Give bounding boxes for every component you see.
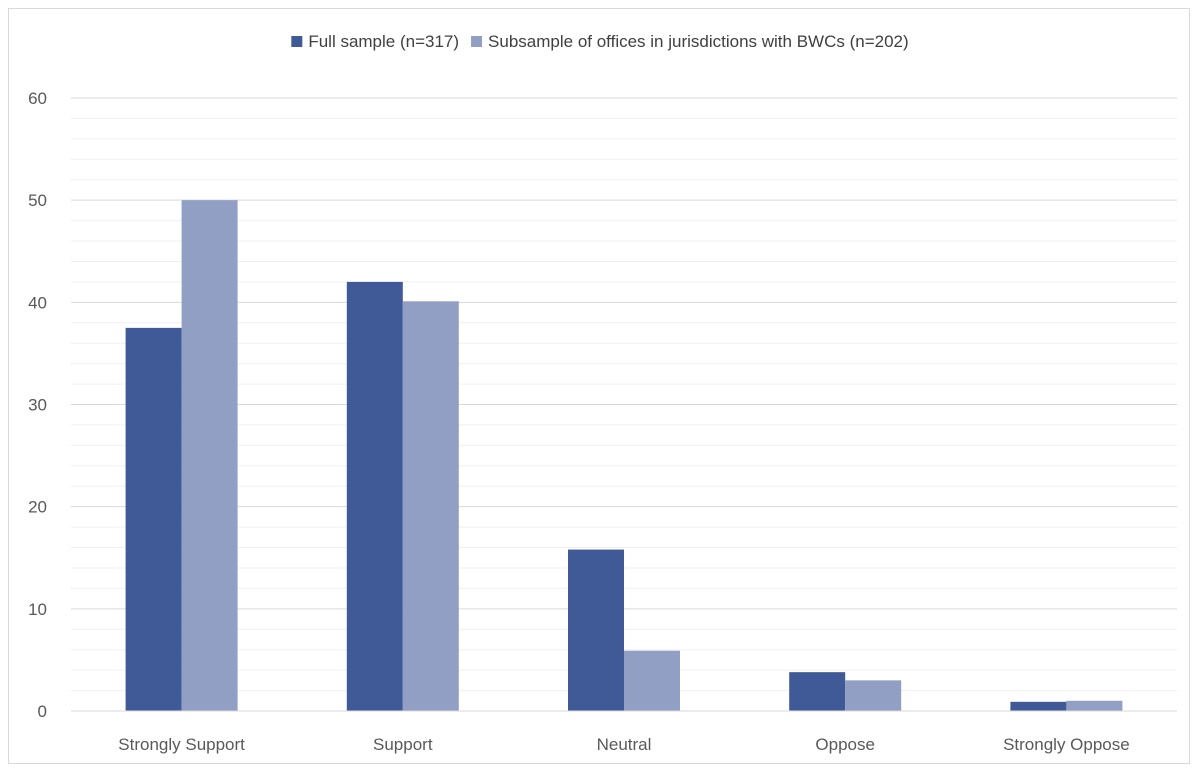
y-axis-tick-labels: 0 10 20 30 40 50 60 bbox=[28, 89, 47, 721]
legend-item-1: Full sample (n=317) bbox=[291, 32, 459, 51]
y-tick-label: 40 bbox=[28, 293, 47, 312]
bar-series-1-3 bbox=[789, 672, 846, 711]
y-tick-label: 50 bbox=[28, 191, 47, 210]
bar-series-2-3 bbox=[845, 680, 902, 711]
bar-series-2-4 bbox=[1066, 700, 1123, 711]
bar-series-1-0 bbox=[125, 327, 182, 711]
legend-item-2: Subsample of offices in jurisdictions wi… bbox=[471, 32, 909, 51]
x-tick-label: Neutral bbox=[597, 735, 652, 754]
chart-frame: 0 10 20 30 40 50 60 Strongly Support Support Neu… bbox=[8, 8, 1190, 764]
x-tick-label: Support bbox=[373, 735, 433, 754]
bar-series-2-2 bbox=[624, 650, 680, 711]
legend: Full sample (n=317) Subsample of offices … bbox=[291, 32, 909, 51]
x-axis-tick-labels: Strongly Support Support Neutral Oppose Stro… bbox=[118, 735, 1129, 754]
x-tick-label: Strongly Support bbox=[118, 735, 245, 754]
legend-label: Full sample (n=317) bbox=[308, 32, 459, 51]
bar-series-2-0 bbox=[181, 200, 238, 711]
y-tick-label: 20 bbox=[28, 498, 47, 517]
bars bbox=[125, 200, 1123, 711]
y-tick-label: 30 bbox=[28, 396, 47, 415]
bar-chart: 0 10 20 30 40 50 60 Strongly Support Support Neu… bbox=[28, 32, 1177, 754]
bar-series-1-1 bbox=[346, 281, 403, 711]
minor-gridlines bbox=[71, 117, 1177, 692]
bar-series-1-2 bbox=[568, 549, 624, 711]
legend-label: Subsample of offices in jurisdictions wi… bbox=[488, 32, 909, 51]
legend-swatch bbox=[471, 36, 483, 47]
y-tick-label: 60 bbox=[28, 89, 47, 108]
x-tick-label: Strongly Oppose bbox=[1003, 735, 1130, 754]
y-tick-label: 10 bbox=[28, 600, 47, 619]
x-tick-label: Oppose bbox=[815, 735, 875, 754]
y-tick-label: 0 bbox=[38, 702, 47, 721]
legend-swatch bbox=[291, 36, 303, 47]
bar-series-1-4 bbox=[1010, 701, 1067, 711]
bar-series-2-1 bbox=[402, 301, 459, 711]
